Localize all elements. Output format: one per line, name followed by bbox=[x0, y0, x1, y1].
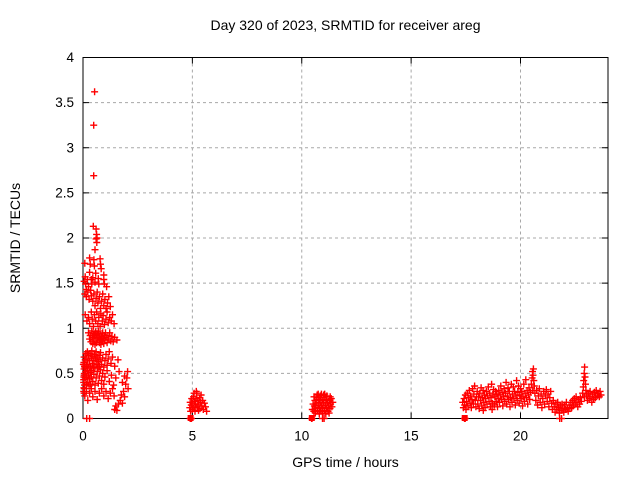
data-points bbox=[79, 88, 605, 422]
y-axis-label: SRMTID / TECUs bbox=[7, 182, 23, 294]
x-tick-label: 20 bbox=[513, 429, 528, 444]
x-tick-label: 5 bbox=[189, 429, 197, 444]
x-axis-label: GPS time / hours bbox=[292, 454, 399, 470]
y-tick-label: 2 bbox=[66, 231, 74, 246]
y-tick-labels: 0 0.5 1 1.5 2 2.5 3 3.5 4 bbox=[55, 50, 74, 426]
y-tick-label: 0.5 bbox=[55, 366, 74, 381]
zero-cluster-marker bbox=[308, 415, 315, 421]
grid-lines bbox=[83, 57, 608, 419]
chart-title: Day 320 of 2023, SRMTID for receiver are… bbox=[210, 17, 481, 33]
y-tick-label: 0 bbox=[66, 411, 74, 426]
y-tick-label: 1.5 bbox=[55, 276, 74, 291]
plot-frame bbox=[82, 57, 609, 419]
x-tick-labels: 0 5 10 15 20 bbox=[79, 429, 528, 444]
y-tick-label: 4 bbox=[66, 50, 74, 65]
x-tick-label: 10 bbox=[294, 429, 309, 444]
y-tick-label: 3 bbox=[66, 140, 74, 155]
zero-cluster-marker bbox=[461, 415, 468, 421]
y-tick-label: 3.5 bbox=[55, 95, 74, 110]
x-tick-label: 15 bbox=[404, 429, 419, 444]
y-tick-label: 2.5 bbox=[55, 185, 74, 200]
zero-cluster-marker bbox=[187, 415, 194, 421]
x-tick-label: 0 bbox=[79, 429, 87, 444]
y-tick-label: 1 bbox=[66, 321, 74, 336]
